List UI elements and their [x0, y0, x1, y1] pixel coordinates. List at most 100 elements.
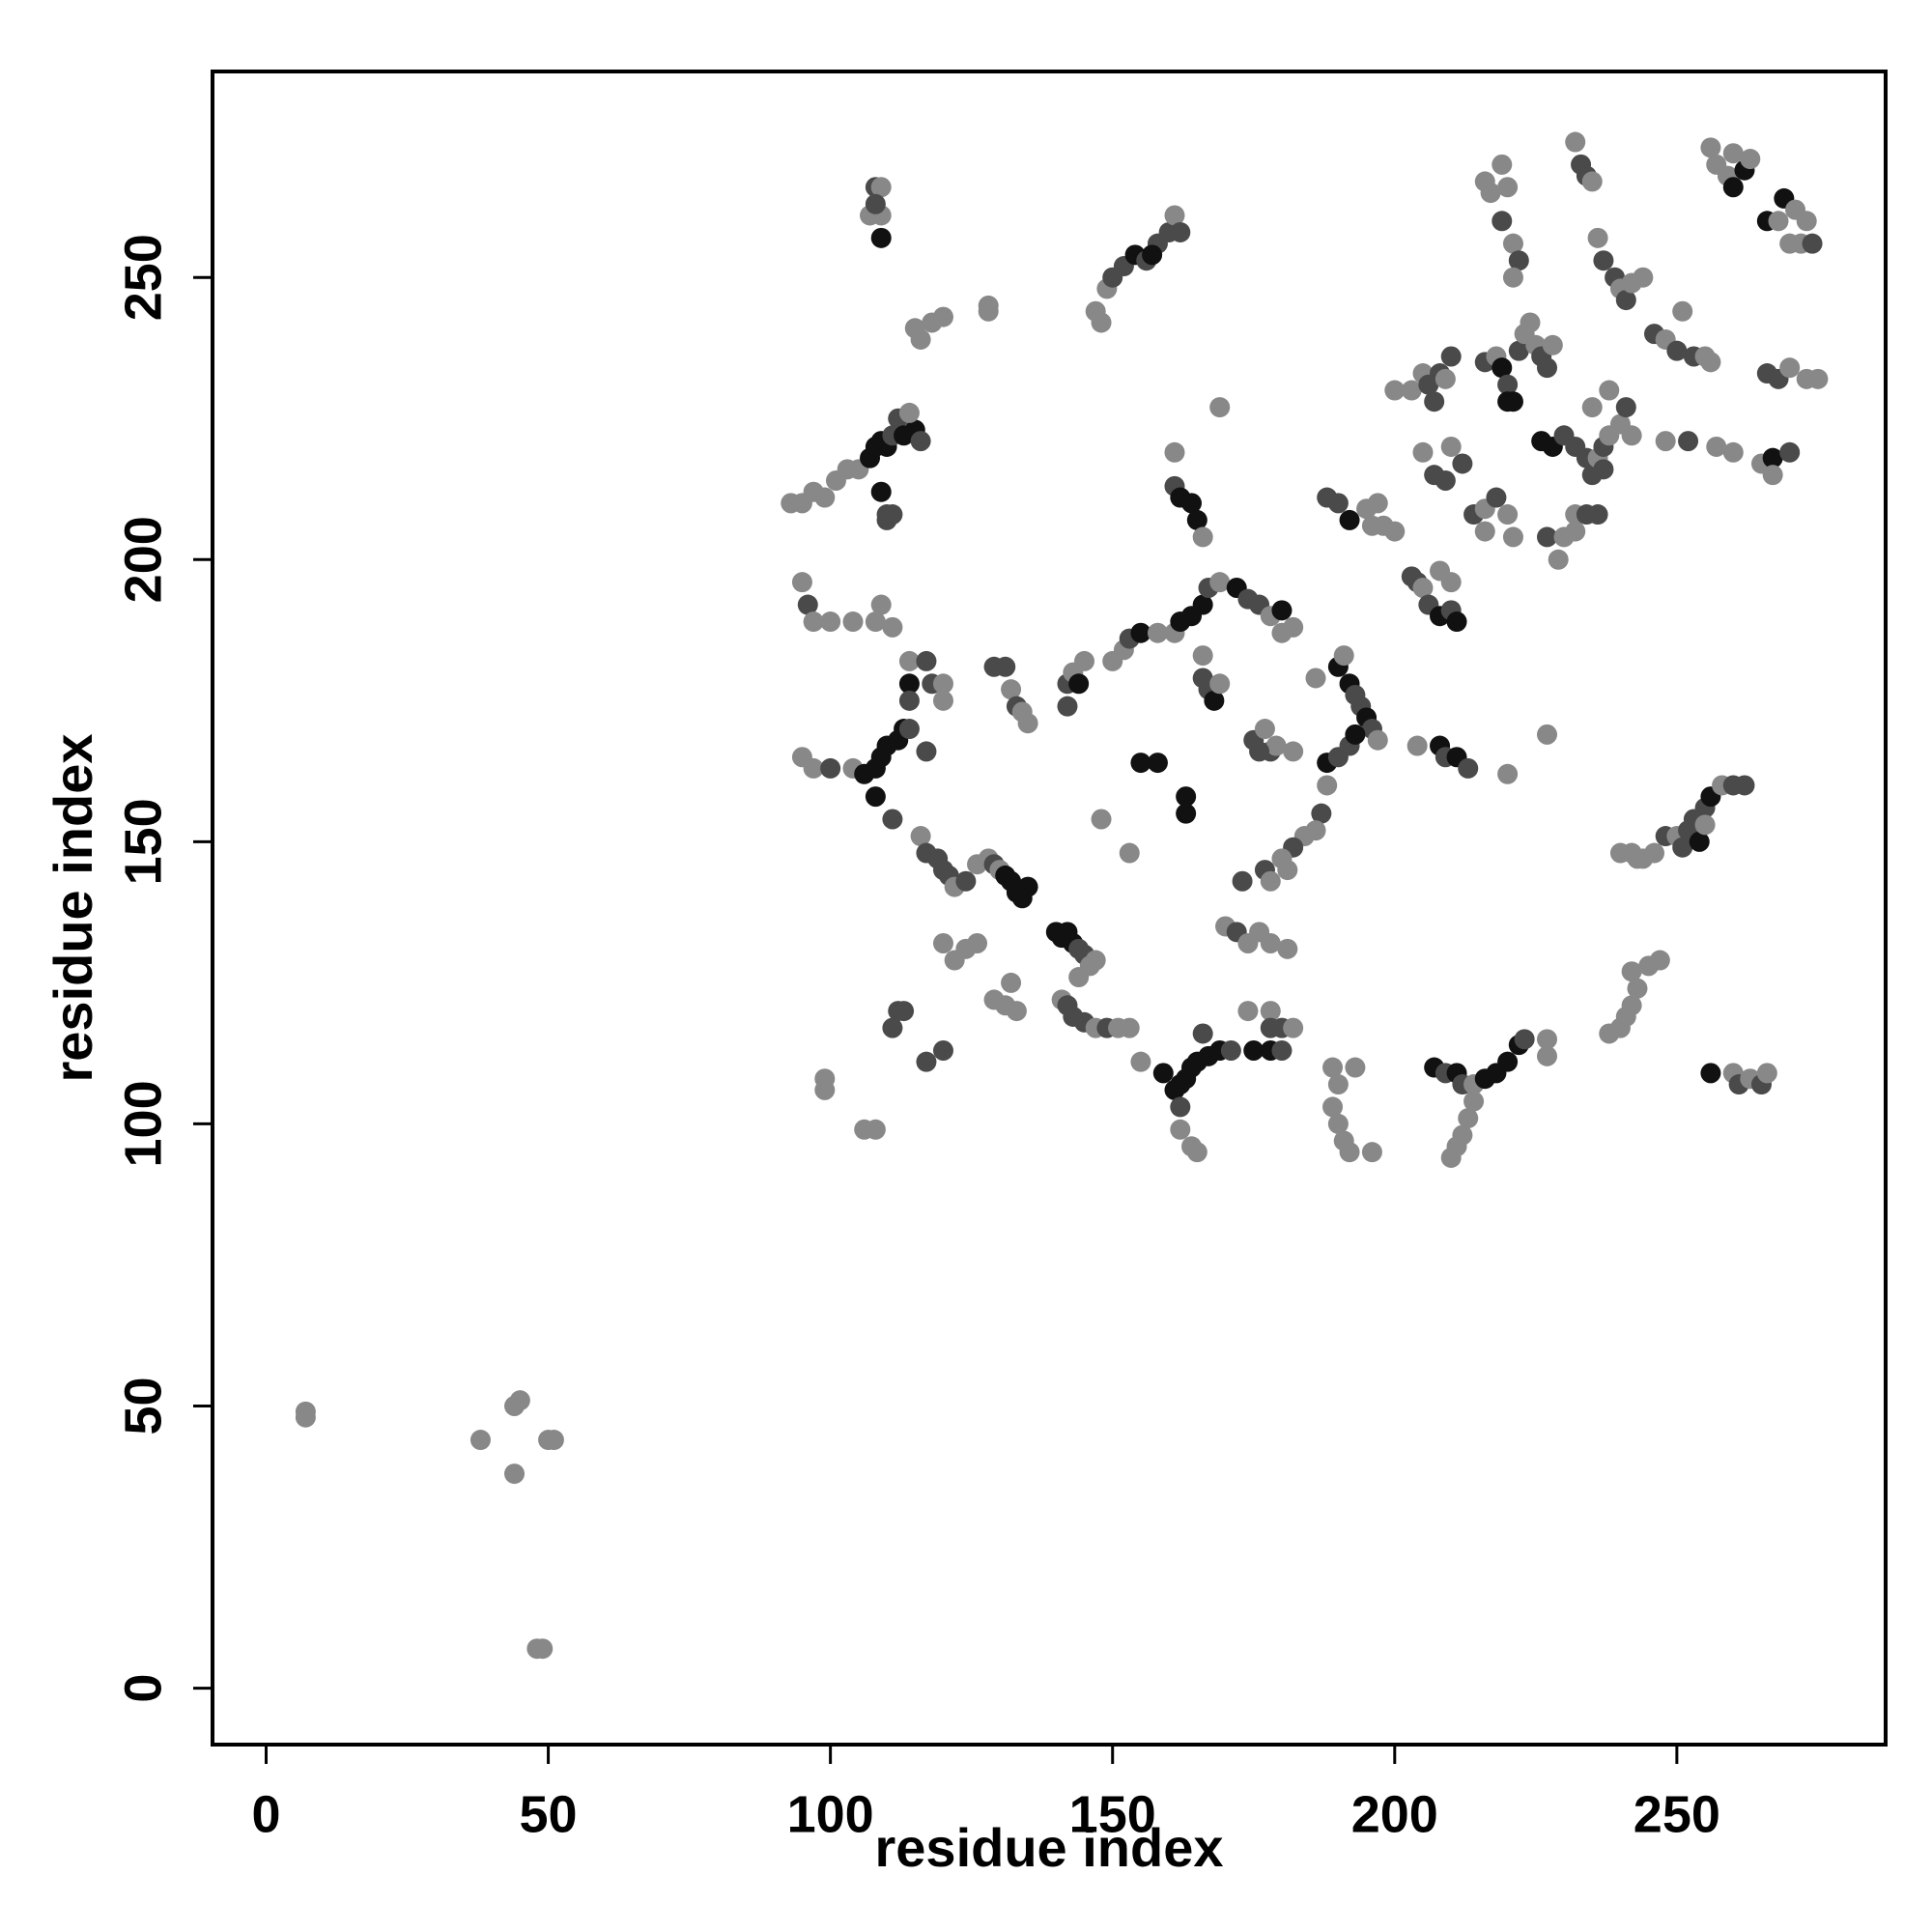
point	[910, 826, 931, 847]
point	[1176, 786, 1197, 808]
point	[1514, 1029, 1535, 1050]
point	[1091, 312, 1112, 333]
y-tick-label: 150	[114, 798, 172, 885]
y-tick-label: 100	[114, 1080, 172, 1167]
point	[1333, 645, 1354, 667]
point	[932, 933, 953, 954]
point	[1655, 431, 1676, 452]
point	[1548, 549, 1569, 570]
point	[1243, 1039, 1264, 1061]
point	[1186, 1142, 1208, 1163]
point	[1192, 526, 1213, 548]
point	[1497, 177, 1519, 198]
point	[1412, 577, 1434, 598]
point	[1317, 775, 1338, 796]
point	[1192, 1023, 1213, 1044]
point	[865, 1119, 886, 1140]
point	[932, 673, 953, 695]
x-tick-label: 250	[1634, 1785, 1720, 1843]
point	[1130, 1051, 1151, 1072]
point	[814, 1079, 836, 1100]
point	[1452, 453, 1473, 474]
point	[1305, 668, 1326, 689]
x-axis-title: residue index	[874, 1817, 1223, 1878]
point	[1537, 1029, 1558, 1050]
point	[995, 656, 1016, 677]
point	[1283, 741, 1304, 762]
point	[1587, 504, 1608, 526]
point	[1085, 950, 1106, 971]
point	[910, 431, 931, 452]
point	[1508, 250, 1529, 271]
point	[1345, 1057, 1366, 1078]
point	[932, 1039, 953, 1061]
point	[870, 594, 892, 615]
point	[882, 809, 903, 830]
point	[1621, 961, 1642, 982]
point	[842, 611, 864, 633]
point	[797, 594, 818, 615]
point	[1260, 933, 1281, 954]
point	[1209, 572, 1231, 593]
point	[1633, 267, 1654, 288]
y-tick-label: 250	[114, 234, 172, 321]
point	[1537, 1045, 1558, 1066]
point	[1502, 526, 1523, 548]
point	[916, 1051, 937, 1072]
point	[1435, 368, 1456, 389]
point	[791, 572, 812, 593]
point	[1271, 600, 1293, 621]
point	[814, 487, 836, 508]
point	[1367, 493, 1388, 514]
point	[1492, 211, 1513, 232]
point	[1057, 696, 1078, 717]
point	[1186, 509, 1208, 530]
point	[1283, 1017, 1304, 1038]
point	[910, 328, 931, 350]
point	[1327, 1113, 1349, 1134]
point	[1322, 1057, 1344, 1078]
point	[1700, 1063, 1721, 1084]
point	[1260, 870, 1281, 892]
point	[1678, 431, 1699, 452]
point	[1649, 950, 1670, 971]
point	[1458, 757, 1479, 779]
point	[1265, 735, 1287, 756]
point	[1621, 995, 1642, 1016]
point	[894, 1001, 915, 1022]
point	[1249, 741, 1270, 762]
plot-frame	[211, 70, 1888, 1747]
point	[1779, 233, 1801, 254]
point	[1170, 1096, 1191, 1118]
point	[1762, 447, 1783, 469]
point	[1497, 763, 1519, 784]
point	[1627, 978, 1648, 999]
point	[803, 757, 824, 779]
point	[1192, 645, 1213, 667]
point	[1621, 425, 1642, 446]
point	[1796, 211, 1817, 232]
point	[870, 481, 892, 502]
point	[1232, 870, 1253, 892]
point	[1599, 380, 1620, 401]
point	[1017, 713, 1038, 734]
point	[898, 719, 920, 740]
point	[1520, 312, 1541, 333]
point	[1237, 1001, 1259, 1022]
point	[1406, 735, 1428, 756]
point	[1672, 837, 1693, 858]
y-axis-title: residue index	[43, 733, 103, 1082]
point	[1327, 493, 1349, 514]
point	[1779, 441, 1801, 463]
point	[1435, 470, 1456, 492]
point	[1192, 594, 1213, 615]
point	[1001, 972, 1022, 993]
point	[295, 1406, 316, 1428]
point	[1700, 137, 1721, 158]
point	[1277, 938, 1298, 959]
point	[1361, 515, 1382, 536]
point	[1271, 1039, 1293, 1061]
point	[1322, 1096, 1344, 1118]
point	[1615, 397, 1636, 418]
point	[1119, 842, 1140, 864]
